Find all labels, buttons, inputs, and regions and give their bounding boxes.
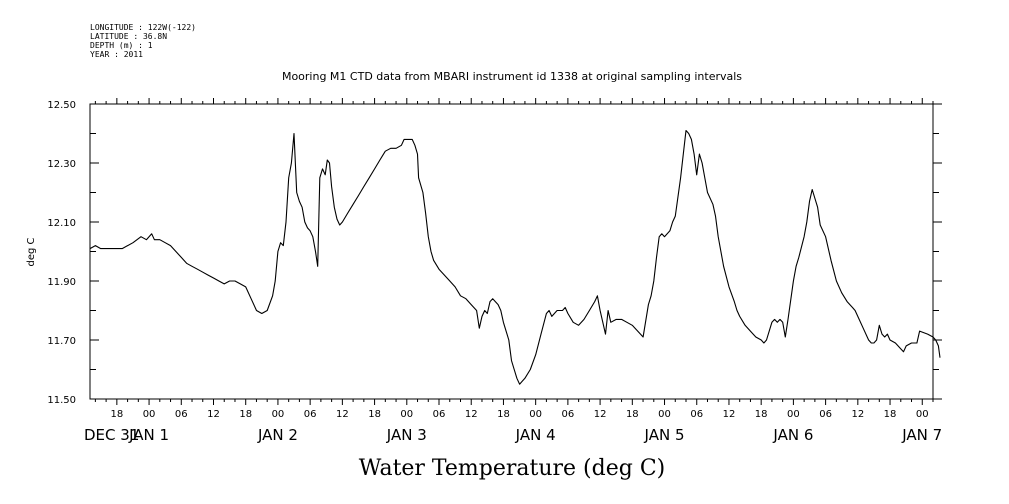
longitude-text: LONGITUDE : 122W(-122) [90, 23, 196, 32]
x-hour-label: 06 [175, 409, 188, 420]
x-hour-label: 06 [433, 409, 446, 420]
x-hour-label: 18 [626, 409, 639, 420]
x-hour-label: 12 [207, 409, 220, 420]
plot-frame [89, 103, 934, 400]
x-hour-label: 12 [851, 409, 864, 420]
x-day-label: JAN 6 [772, 426, 813, 444]
series-line-water-temperature [89, 129, 941, 385]
x-hour-label: 12 [594, 409, 607, 420]
x-hour-label: 00 [787, 409, 800, 420]
x-day-label: JAN 3 [386, 426, 427, 444]
x-hour-label: 18 [110, 409, 123, 420]
y-tick-label: 11.50 [47, 395, 76, 406]
x-day-label: JAN 7 [901, 426, 942, 444]
x-hour-label: 00 [272, 409, 285, 420]
x-hour-label: 12 [465, 409, 478, 420]
x-hour-label: 18 [497, 409, 510, 420]
x-hour-label: 00 [143, 409, 156, 420]
series-group [89, 129, 941, 385]
x-hour-label: 00 [400, 409, 413, 420]
x-hour-label: 12 [336, 409, 349, 420]
x-day-label: JAN 2 [257, 426, 298, 444]
x-hour-label: 06 [562, 409, 575, 420]
y-tick-label: 12.50 [47, 100, 76, 111]
x-hour-label: 00 [658, 409, 671, 420]
x-hour-label: 06 [304, 409, 317, 420]
y-tick-label: 11.70 [47, 336, 76, 347]
year-text: YEAR : 2011 [90, 50, 143, 59]
x-hour-label: 18 [755, 409, 768, 420]
latitude-text: LATITUDE : 36.8N [90, 32, 167, 41]
depth-text: DEPTH (m) : 1 [90, 41, 153, 50]
x-axis: 18 00 06 12 18 00 06 12 18 00 06 12 18 00 06 12 18 00 06 12… [84, 98, 942, 444]
y-tick-label: 12.30 [47, 159, 76, 170]
x-day-label: JAN 1 [128, 426, 169, 444]
x-hour-label: 12 [723, 409, 736, 420]
x-hour-label: 18 [884, 409, 897, 420]
x-day-label: JAN 4 [515, 426, 556, 444]
x-hour-label: 18 [239, 409, 252, 420]
y-tick-label: 12.10 [47, 218, 76, 229]
x-hour-label: 18 [368, 409, 381, 420]
x-axis-label: Water Temperature (deg C) [359, 456, 666, 481]
x-hour-label: 00 [916, 409, 929, 420]
x-hour-label: 06 [690, 409, 703, 420]
metadata-block: LONGITUDE : 122W(-122) LATITUDE : 36.8N … [90, 23, 196, 59]
chart-title: Mooring M1 CTD data from MBARI instrumen… [282, 70, 742, 83]
y-axis-label: deg C [26, 237, 37, 266]
y-axis: 11.50 11.70 11.90 12.10 12.30 12.50 [47, 100, 942, 406]
y-tick-label: 11.90 [47, 277, 76, 288]
x-day-label: JAN 5 [644, 426, 685, 444]
x-day-label: DEC 31 [84, 426, 139, 444]
x-hour-label: 06 [819, 409, 832, 420]
x-hour-label: 00 [529, 409, 542, 420]
